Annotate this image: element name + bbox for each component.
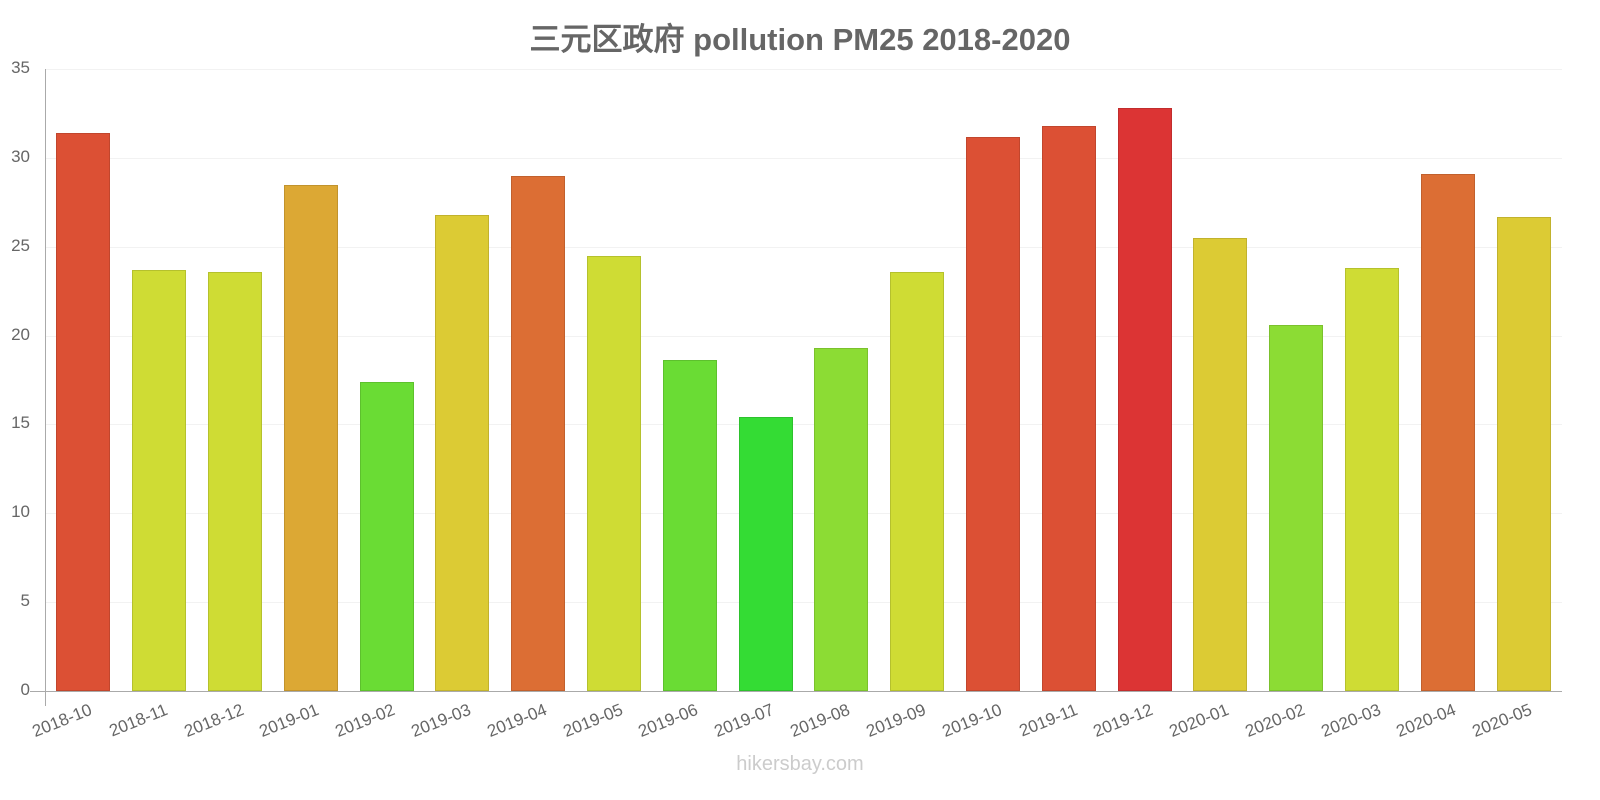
x-tick-label: 2020-01 <box>1166 700 1232 741</box>
x-tick-label: 2019-11 <box>1016 700 1080 741</box>
y-tick-label: 0 <box>20 680 30 699</box>
y-tick-label: 35 <box>11 58 30 77</box>
bar-2019-09[interactable] <box>890 271 945 691</box>
bar-2018-10[interactable] <box>56 132 111 691</box>
bar-2019-06[interactable] <box>662 360 717 691</box>
x-tick-label: 2019-12 <box>1090 700 1156 741</box>
x-tick-label: 2019-03 <box>408 700 474 741</box>
bar-2019-04[interactable] <box>511 175 566 691</box>
x-tick-label: 2019-01 <box>256 700 322 741</box>
y-tick-label: 15 <box>11 413 30 433</box>
bar-2019-05[interactable] <box>587 255 641 691</box>
x-tick-label: 2018-11 <box>106 700 171 741</box>
x-tick-label: 2019-06 <box>635 700 701 741</box>
x-tick-label: 2018-10 <box>29 700 95 741</box>
y-tick-label: 5 <box>20 591 30 611</box>
bar-2020-05[interactable] <box>1496 216 1551 691</box>
bar-2018-12[interactable] <box>208 271 262 691</box>
gridline <box>46 602 1562 604</box>
x-tick-label: 2019-10 <box>939 700 1005 741</box>
y-axis-line <box>45 69 46 706</box>
bar-2019-12[interactable] <box>1117 108 1172 691</box>
x-tick-label: 2019-04 <box>484 700 550 741</box>
bar-2018-11[interactable] <box>132 269 187 691</box>
gridline <box>46 513 1562 515</box>
gridline <box>46 246 1562 248</box>
bar-2019-01[interactable] <box>283 184 338 691</box>
x-tick-label: 2018-12 <box>181 700 247 741</box>
x-tick-label: 2019-09 <box>863 700 929 741</box>
bar-2019-08[interactable] <box>814 348 869 691</box>
y-tick-label: 30 <box>11 146 30 166</box>
x-tick-label: 2020-02 <box>1242 700 1308 741</box>
y-tick-label: 25 <box>11 235 30 255</box>
bar-2020-04[interactable] <box>1420 173 1475 691</box>
y-tick-label: 10 <box>11 502 30 522</box>
x-tick-label: 2020-05 <box>1469 700 1535 741</box>
bar-2020-01[interactable] <box>1193 237 1248 691</box>
bar-2020-02[interactable] <box>1269 324 1324 691</box>
gridline <box>46 335 1562 337</box>
bar-2019-11[interactable] <box>1041 125 1096 691</box>
gridline <box>46 157 1562 159</box>
x-tick-label: 2019-08 <box>787 700 853 741</box>
y-tick-label: 20 <box>11 324 30 344</box>
x-tick-label: 2020-03 <box>1318 700 1384 741</box>
x-tick-label: 2019-02 <box>332 700 398 741</box>
bar-2019-03[interactable] <box>435 214 490 691</box>
gridline <box>46 69 1562 70</box>
x-tick-label: 2020-04 <box>1393 700 1459 741</box>
x-tick-label: 2019-07 <box>711 700 777 741</box>
bar-2019-07[interactable] <box>738 417 793 691</box>
bar-2020-03[interactable] <box>1345 268 1399 691</box>
bar-2019-02[interactable] <box>359 381 414 691</box>
x-tick-label: 2019-05 <box>560 700 626 741</box>
gridline <box>46 424 1562 426</box>
watermark: hikersbay.com <box>736 753 864 775</box>
chart-title: 三元区政府 pollution PM25 2018-2020 <box>529 22 1071 57</box>
x-axis-line <box>30 691 1562 692</box>
bar-2019-10[interactable] <box>966 136 1020 691</box>
